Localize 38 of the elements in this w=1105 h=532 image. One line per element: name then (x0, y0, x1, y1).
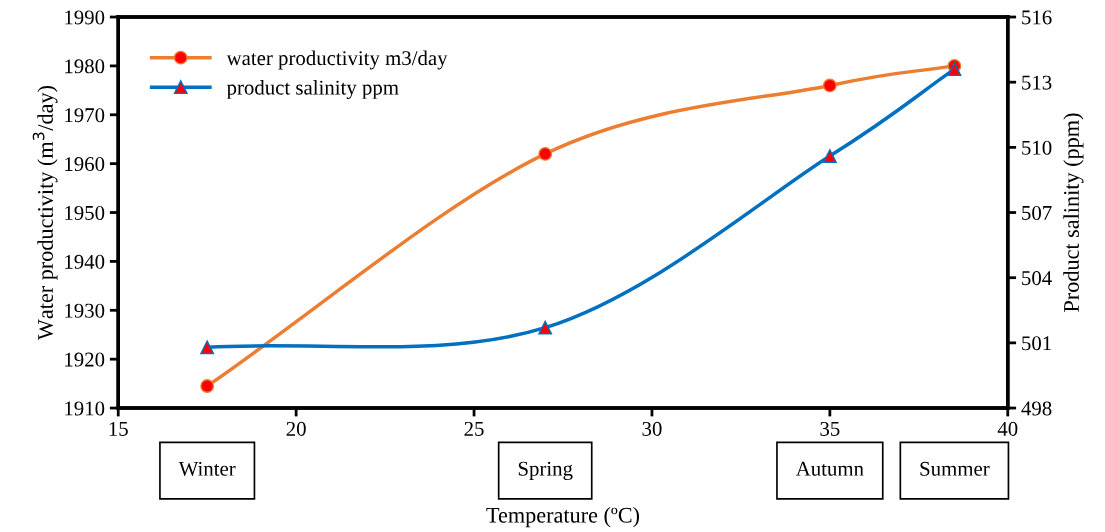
y2-tick-label: 504 (1022, 271, 1052, 286)
text: Summer (920, 461, 990, 476)
text: Winter (178, 461, 236, 476)
y-tick-label: 1920 (65, 352, 105, 367)
y-tick-label: 1950 (65, 205, 105, 220)
point (200, 379, 215, 393)
legend-label: water productivity m3/day (226, 50, 448, 70)
x-tick-label: 35 (820, 421, 840, 436)
x-axis-title: Temperature (ºC) (486, 507, 640, 528)
text: Spring (518, 461, 573, 481)
y-tick-label: 1940 (65, 254, 105, 269)
y-axis-title: Water productivity (m$^{3}$/day) (32, 85, 58, 341)
legend-label: product salinity ppm (226, 79, 399, 99)
point (538, 146, 553, 161)
x-tick-label: 15 (109, 421, 128, 436)
point (200, 340, 215, 355)
y2-tick-label: 516 (1022, 10, 1052, 25)
y2-axis-title: Product salinity (ppm) (1063, 113, 1084, 312)
point (538, 320, 553, 335)
point (822, 78, 837, 93)
point (822, 149, 837, 163)
y2-tick-label: 498 (1021, 401, 1052, 416)
y2-tick-label: 513 (1022, 75, 1052, 90)
y-tick-label: 1970 (65, 108, 105, 123)
y2-tick-label: 510 (1022, 140, 1052, 155)
y-tick-label: 1930 (65, 303, 105, 318)
y2-tick-label: 507 (1022, 205, 1052, 220)
x-tick-label: 40 (997, 421, 1018, 436)
y2-tick-label: 501 (1022, 336, 1051, 351)
y-tick-label: 1990 (65, 10, 105, 25)
y-tick-label: 1980 (65, 59, 105, 74)
point (947, 62, 962, 77)
x-tick-label: 25 (464, 421, 484, 436)
x-tick-label: 30 (642, 421, 662, 436)
y-tick-label: 1960 (65, 157, 105, 172)
y-tick-label: 1910 (65, 401, 105, 416)
x-tick-label: 20 (286, 421, 306, 436)
text: Autumn (795, 461, 864, 476)
